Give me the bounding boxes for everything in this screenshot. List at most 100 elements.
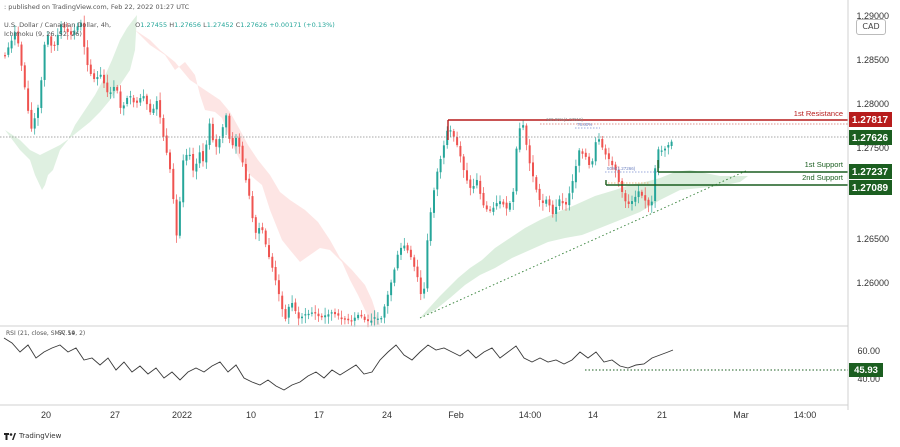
candle-body: [647, 199, 650, 206]
candle-body: [112, 86, 115, 91]
time-tick: 14: [588, 410, 598, 420]
change-value: +0.00171 (+0.13%): [269, 21, 335, 29]
candle-body: [317, 313, 320, 317]
candle-body: [446, 130, 449, 146]
candle-body: [627, 201, 630, 204]
candle-body: [122, 105, 125, 109]
candle-body: [215, 139, 218, 147]
candle-body: [23, 65, 26, 88]
candle-body: [205, 144, 208, 163]
rsi-tick: 60.00: [857, 346, 880, 356]
candle-body: [373, 317, 376, 319]
support1-label: 1st Support: [805, 160, 844, 169]
candle-body: [482, 192, 485, 206]
candle-body: [525, 125, 528, 145]
candle-body: [248, 178, 251, 196]
candle-body: [396, 254, 399, 269]
candle-body: [136, 100, 138, 103]
candle-body: [518, 128, 521, 150]
candle-body: [449, 130, 452, 132]
candle-body: [50, 36, 53, 46]
rsi-line: [3, 337, 674, 391]
candle-body: [221, 127, 224, 138]
candle-body: [644, 195, 647, 201]
candle-body: [561, 201, 564, 204]
candle-body: [33, 118, 36, 129]
candle-body: [413, 257, 416, 267]
candle-body: [271, 256, 274, 268]
candle-body: [607, 153, 610, 160]
candle-body: [76, 26, 79, 31]
candle-body: [238, 137, 241, 147]
candle-body: [472, 186, 475, 189]
candle-body: [304, 314, 307, 316]
candle-body: [614, 164, 617, 171]
candle-body: [419, 277, 422, 295]
candle-body: [202, 151, 204, 162]
open-label: O: [135, 21, 141, 29]
currency-button[interactable]: CAD: [856, 19, 886, 35]
candle-body: [545, 199, 548, 204]
candle-body: [10, 40, 13, 49]
candle-body: [83, 22, 86, 47]
candle-body: [409, 249, 412, 258]
candle-body: [664, 148, 666, 151]
candle-body: [357, 314, 360, 319]
tradingview-footer[interactable]: TradingView: [4, 432, 61, 440]
candle-body: [86, 47, 89, 66]
candle-body: [324, 315, 327, 318]
close-label: C: [235, 21, 241, 29]
candle-body: [508, 203, 511, 210]
candle-body: [145, 95, 148, 105]
candle-body: [429, 212, 432, 242]
candle-body: [637, 191, 640, 198]
candle-body: [611, 160, 614, 166]
rsi-value: 57.59: [58, 330, 75, 337]
candle-body: [535, 177, 538, 190]
svg-text:1.27817: 1.27817: [852, 115, 889, 126]
candle-body: [376, 318, 379, 320]
support2-price-tag: 1.27089: [849, 180, 892, 195]
svg-text:1.27089: 1.27089: [852, 183, 889, 194]
candle-body: [281, 295, 284, 310]
candle-body: [667, 144, 670, 148]
candle-body: [251, 196, 254, 219]
candle-body: [211, 123, 214, 141]
candle-body: [192, 153, 195, 171]
candle-body: [631, 201, 633, 204]
candle-body: [456, 136, 459, 146]
candle-body: [63, 24, 66, 28]
candle-body: [436, 171, 439, 190]
candle-body: [538, 188, 541, 201]
candle-body: [195, 163, 198, 172]
candle-body: [165, 135, 168, 153]
candle-body: [383, 306, 386, 318]
candle-body: [162, 118, 165, 137]
candle-body: [277, 280, 280, 295]
candle-body: [228, 115, 231, 139]
candle-body: [492, 207, 495, 212]
candle-body: [169, 152, 171, 170]
candle-body: [155, 100, 158, 110]
candle-body: [565, 201, 567, 205]
candle-body: [670, 141, 673, 146]
candle-body: [370, 320, 373, 323]
footer-brand: TradingView: [19, 432, 62, 440]
candle-body: [284, 309, 287, 319]
candle-body: [598, 139, 600, 142]
candle-body: [657, 149, 660, 169]
price-tick: 1.29000: [856, 11, 889, 21]
candle-body: [380, 318, 383, 320]
candle-body: [353, 317, 356, 321]
close-value: 1.27626: [240, 21, 268, 29]
open-value: 1.27455: [140, 21, 168, 29]
candle-body: [109, 92, 112, 94]
candle-body: [604, 148, 607, 155]
candle-body: [393, 269, 396, 283]
price-tick: 1.28500: [856, 55, 889, 65]
candle-body: [601, 138, 604, 148]
candle-body: [320, 315, 323, 318]
candle-body: [287, 306, 290, 318]
candle-body: [4, 55, 6, 57]
